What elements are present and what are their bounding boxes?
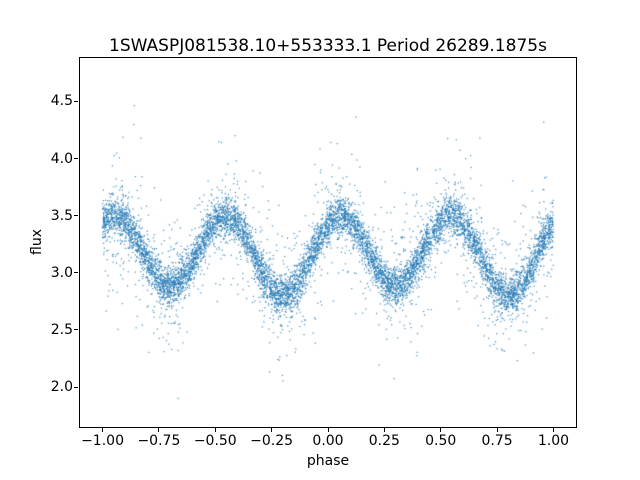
x-tick-mark [102, 428, 104, 432]
x-tick-label: 0.00 [312, 433, 344, 449]
x-tick-mark [383, 428, 385, 432]
x-tick-mark [271, 428, 273, 432]
y-tick-label: 4.5 [50, 93, 73, 110]
x-tick-label: −0.75 [137, 433, 181, 449]
x-tick-mark [552, 428, 554, 432]
y-tick-label: 2.0 [50, 379, 73, 395]
x-tick-label: 0.50 [425, 433, 457, 449]
y-tick-mark [74, 386, 78, 388]
plot-area [79, 57, 577, 428]
x-axis-label: phase [306, 453, 350, 469]
x-tick-mark [158, 428, 160, 432]
x-tick-mark [214, 428, 216, 432]
x-tick-label: −1.00 [81, 433, 124, 449]
chart-title: 1SWASPJ081538.10+553333.1 Period 26289.1… [109, 36, 547, 56]
x-tick-label: 1.00 [537, 433, 570, 449]
y-tick-mark [74, 158, 78, 160]
y-tick-mark [74, 100, 78, 102]
x-tick-label: 0.75 [481, 433, 513, 449]
y-tick-label: 4.0 [50, 150, 73, 167]
y-tick-mark [74, 272, 78, 274]
x-tick-label: −0.25 [250, 433, 294, 449]
x-tick-mark [327, 428, 329, 432]
y-tick-label: 2.5 [50, 321, 73, 338]
x-tick-label: −0.50 [193, 433, 237, 449]
y-tick-mark [74, 329, 78, 331]
y-tick-label: 3.0 [50, 264, 73, 281]
scatter-canvas [80, 58, 576, 427]
x-tick-mark [496, 428, 498, 432]
y-tick-label: 3.5 [50, 207, 73, 224]
x-tick-mark [440, 428, 442, 432]
x-tick-label: 0.25 [368, 433, 400, 449]
y-tick-mark [74, 215, 78, 217]
